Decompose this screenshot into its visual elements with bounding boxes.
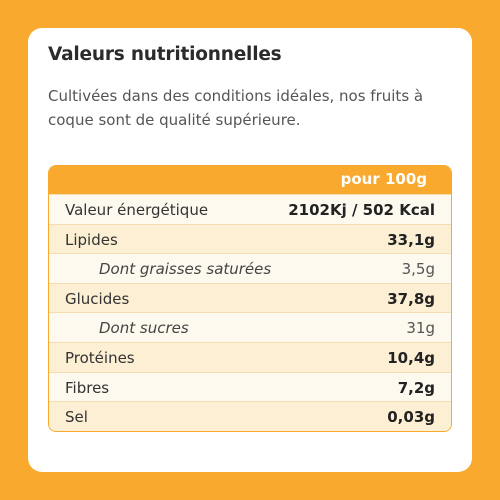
card-title: Valeurs nutritionnelles	[48, 44, 282, 65]
row-label: Fibres	[65, 378, 110, 397]
row-label: Valeur énergétique	[65, 201, 209, 219]
row-label: Lipides	[65, 230, 118, 249]
nutrition-card: Valeurs nutritionnelles Cultivées dans d…	[28, 28, 472, 472]
row-value: 0,03g	[387, 408, 435, 427]
table-row-protein: Protéines 10,4g	[49, 341, 451, 372]
nutrition-table: pour 100g Valeur énergétique 2102Kj / 50…	[48, 165, 452, 432]
card-description: Cultivées dans des conditions idéales, n…	[48, 87, 424, 129]
row-label: Sel	[65, 408, 88, 427]
row-value: 7,2g	[397, 378, 435, 397]
table-header-label: pour 100g	[340, 170, 427, 188]
row-value: 10,4g	[387, 348, 435, 367]
row-value: 2102Kj / 502 Kcal	[288, 201, 435, 219]
row-value: 31g	[406, 319, 435, 338]
table-row-energy: Valeur énergétique 2102Kj / 502 Kcal	[49, 194, 451, 224]
table-header: pour 100g	[49, 166, 451, 194]
table-row-saturated-fat: Dont graisses saturées 3,5g	[49, 253, 451, 283]
row-label: Glucides	[65, 289, 130, 308]
table-row-carbs: Glucides 37,8g	[49, 282, 451, 313]
row-label: Dont sucres	[99, 319, 189, 338]
row-value: 3,5g	[401, 260, 435, 279]
row-value: 37,8g	[387, 289, 435, 308]
table-row-salt: Sel 0,03g	[49, 401, 451, 431]
row-label: Dont graisses saturées	[99, 260, 272, 279]
row-value: 33,1g	[387, 230, 435, 249]
row-label: Protéines	[65, 348, 135, 367]
table-row-fiber: Fibres 7,2g	[49, 371, 451, 402]
table-row-sugars: Dont sucres 31g	[49, 312, 451, 342]
table-row-fat: Lipides 33,1g	[49, 223, 451, 254]
